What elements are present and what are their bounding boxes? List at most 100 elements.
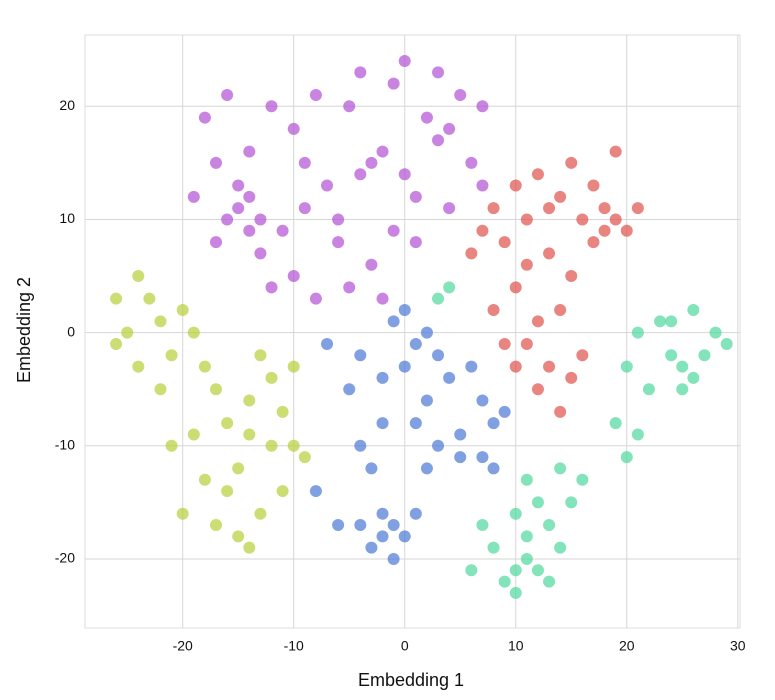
point [432, 439, 445, 452]
point [443, 371, 456, 384]
point [376, 530, 389, 543]
point [543, 202, 556, 215]
point [221, 485, 234, 498]
x-axis-label: Embedding 1 [358, 670, 464, 690]
point [354, 439, 367, 452]
point [110, 292, 123, 305]
x-tick-label: -20 [173, 638, 193, 654]
y-tick-label: -20 [55, 550, 75, 566]
point [187, 190, 200, 203]
point [432, 292, 445, 305]
point [210, 236, 222, 249]
point [642, 383, 655, 396]
point [531, 315, 544, 328]
point [254, 349, 267, 362]
point [487, 303, 500, 316]
point [298, 451, 311, 464]
point [443, 281, 456, 294]
point [232, 202, 245, 215]
point [132, 360, 145, 373]
point [543, 575, 556, 588]
point [243, 190, 256, 203]
point [232, 179, 245, 192]
point [609, 213, 622, 226]
point [176, 507, 189, 520]
point [565, 496, 578, 509]
x-tick-label: 30 [730, 638, 746, 654]
point [620, 451, 633, 464]
point [620, 360, 633, 373]
point [543, 519, 556, 532]
point [487, 541, 500, 554]
point [443, 122, 456, 135]
point [476, 100, 489, 113]
point [698, 349, 711, 362]
point [243, 145, 256, 158]
point [487, 462, 500, 475]
point [465, 360, 478, 373]
point [365, 541, 378, 554]
point [554, 541, 567, 554]
point [420, 394, 433, 407]
point [210, 519, 222, 532]
x-tick-label: 10 [508, 638, 524, 654]
point [665, 315, 678, 328]
point [498, 575, 511, 588]
point [631, 428, 644, 441]
point [276, 405, 289, 418]
point [309, 485, 322, 498]
point [520, 530, 533, 543]
point [432, 66, 445, 79]
point [365, 462, 378, 475]
point [221, 417, 234, 430]
point [354, 349, 367, 362]
point [232, 530, 245, 543]
y-tick-label: -10 [55, 437, 75, 453]
point [198, 473, 211, 486]
point [187, 428, 200, 441]
point [243, 428, 256, 441]
point [198, 360, 211, 373]
point [187, 326, 200, 339]
point [343, 281, 356, 294]
point [398, 303, 411, 316]
point [543, 360, 556, 373]
point [620, 224, 633, 237]
point [332, 519, 345, 532]
point [454, 451, 467, 464]
point [154, 315, 167, 328]
point [198, 111, 211, 124]
point [498, 236, 511, 249]
point [509, 507, 522, 520]
point [520, 552, 533, 565]
point [520, 473, 533, 486]
point [343, 100, 356, 113]
point [276, 485, 289, 498]
point [554, 462, 567, 475]
point [332, 236, 345, 249]
point [398, 360, 411, 373]
point [221, 88, 234, 101]
x-tick-label: 20 [619, 638, 635, 654]
point [398, 530, 411, 543]
point [665, 349, 678, 362]
point [498, 405, 511, 418]
point [376, 145, 389, 158]
point [509, 281, 522, 294]
point [598, 224, 611, 237]
point [365, 156, 378, 169]
point [576, 213, 589, 226]
point [476, 179, 489, 192]
point [454, 428, 467, 441]
point [276, 224, 289, 237]
point [210, 156, 222, 169]
point [498, 337, 511, 350]
point [210, 383, 222, 396]
point [398, 168, 411, 181]
point [554, 405, 567, 418]
point [554, 303, 567, 316]
point [720, 337, 733, 350]
point [254, 213, 267, 226]
point [265, 281, 278, 294]
